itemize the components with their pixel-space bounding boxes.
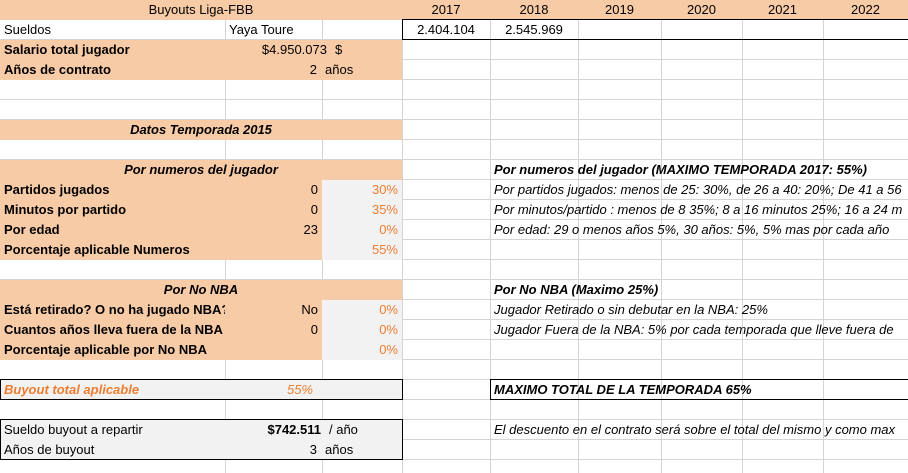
salary-years-box xyxy=(402,19,908,40)
note-no-nba-title[interactable]: Por No NBA (Maximo 25%) xyxy=(494,282,659,297)
gridline xyxy=(0,99,908,100)
player-name[interactable]: Yaya Toure xyxy=(229,22,294,37)
salario-total-label[interactable]: Salario total jugador xyxy=(0,40,225,60)
gridline xyxy=(0,299,908,300)
sueldo-buyout-unit: / año xyxy=(325,420,402,440)
year-header[interactable]: 2021 xyxy=(742,0,823,20)
gridline xyxy=(0,59,908,60)
gridline xyxy=(0,459,908,460)
buyout-total-label[interactable]: Buyout total aplicable xyxy=(0,380,225,400)
gridline xyxy=(0,399,908,400)
edad-label[interactable]: Por edad xyxy=(0,220,225,240)
gridline xyxy=(0,419,908,420)
retirado-value[interactable]: No xyxy=(225,300,322,320)
year-header[interactable]: 2020 xyxy=(661,0,742,20)
buyout-result-box xyxy=(0,419,403,460)
porcentaje-numeros-label[interactable]: Porcentaje aplicable Numeros xyxy=(0,240,322,260)
year-header[interactable]: 2019 xyxy=(578,0,661,20)
year-header[interactable]: 2017 xyxy=(402,0,490,20)
maximo-total-box xyxy=(490,379,908,400)
buyout-total-box xyxy=(0,379,403,400)
minutos-label[interactable]: Minutos por partido xyxy=(0,200,225,220)
partidos-value[interactable]: 0 xyxy=(225,180,322,200)
partidos-label[interactable]: Partidos jugados xyxy=(0,180,225,200)
anios-contrato-label[interactable]: Años de contrato xyxy=(0,60,225,80)
gridline xyxy=(823,0,824,473)
salario-total-unit: $ xyxy=(331,40,402,60)
gridline xyxy=(0,199,908,200)
gridline xyxy=(0,239,908,240)
gridline xyxy=(0,359,908,360)
anios-buyout-unit: años xyxy=(321,440,402,460)
note-no-nba-2[interactable]: Jugador Fuera de la NBA: 5% por cada tem… xyxy=(494,322,894,337)
gridline xyxy=(742,0,743,473)
note-descuento[interactable]: El descuento en el contrato será sobre e… xyxy=(494,422,896,437)
note-numeros-2[interactable]: Por minutos/partido : menos de 8 35%; 8 … xyxy=(494,202,903,217)
buyout-total-spacer xyxy=(317,380,402,400)
anios-fuera-value[interactable]: 0 xyxy=(225,320,322,340)
por-no-nba-heading[interactable]: Por No NBA xyxy=(0,280,402,300)
gridline xyxy=(0,179,908,180)
year-header[interactable]: 2018 xyxy=(490,0,578,20)
porcentaje-no-nba-pct[interactable]: 0% xyxy=(322,340,402,360)
gridline xyxy=(0,139,908,140)
gridline xyxy=(0,319,908,320)
gridline xyxy=(0,279,908,280)
sueldos-label[interactable]: Sueldos xyxy=(4,22,51,37)
datos-temporada-heading[interactable]: Datos Temporada 2015 xyxy=(0,120,402,140)
gridline xyxy=(0,119,908,120)
gridline xyxy=(0,339,908,340)
note-numeros-title[interactable]: Por numeros del jugador (MAXIMO TEMPORAD… xyxy=(494,162,867,177)
salario-total-value[interactable]: $4.950.073 xyxy=(225,40,331,60)
gridline xyxy=(0,159,908,160)
anios-fuera-label[interactable]: Cuantos años lleva fuera de la NBA xyxy=(0,320,225,340)
gridline xyxy=(490,0,491,473)
anios-buyout-label[interactable]: Años de buyout xyxy=(0,440,225,460)
note-numeros-1[interactable]: Por partidos jugados: menos de 25: 30%, … xyxy=(494,182,902,197)
edad-value[interactable]: 23 xyxy=(225,220,322,240)
gridline xyxy=(578,0,579,473)
gridline xyxy=(661,0,662,473)
salary-value[interactable]: 2.545.969 xyxy=(505,22,563,37)
retirado-pct[interactable]: 0% xyxy=(322,300,402,320)
buyout-total-value[interactable]: 55% xyxy=(225,380,317,400)
gridline xyxy=(0,259,908,260)
minutos-value[interactable]: 0 xyxy=(225,200,322,220)
note-no-nba-1[interactable]: Jugador Retirado o sin debutar en la NBA… xyxy=(494,302,768,317)
minutos-pct[interactable]: 35% xyxy=(322,200,402,220)
gridline xyxy=(0,439,908,440)
porcentaje-no-nba-label[interactable]: Porcentaje aplicable por No NBA xyxy=(0,340,322,360)
edad-pct[interactable]: 0% xyxy=(322,220,402,240)
partidos-pct[interactable]: 30% xyxy=(322,180,402,200)
salary-value[interactable]: 2.404.104 xyxy=(417,22,475,37)
year-header[interactable]: 2022 xyxy=(823,0,908,20)
retirado-label[interactable]: Está retirado? O no ha jugado NBA? xyxy=(0,300,229,320)
sheet-title[interactable]: Buyouts Liga-FBB xyxy=(0,0,402,20)
gridline xyxy=(0,219,908,220)
anios-contrato-value[interactable]: 2 xyxy=(225,60,321,80)
por-numeros-heading[interactable]: Por numeros del jugador xyxy=(0,160,402,180)
sueldo-buyout-value[interactable]: $742.511 xyxy=(225,420,325,440)
anios-buyout-value[interactable]: 3 xyxy=(225,440,321,460)
gridline xyxy=(0,379,908,380)
gridline xyxy=(402,0,403,473)
anios-fuera-pct[interactable]: 0% xyxy=(322,320,402,340)
note-maximo-total[interactable]: MAXIMO TOTAL DE LA TEMPORADA 65% xyxy=(494,382,752,397)
porcentaje-numeros-pct[interactable]: 55% xyxy=(322,240,402,260)
gridline xyxy=(0,79,908,80)
note-numeros-3[interactable]: Por edad: 29 o menos años 5%, 30 años: 5… xyxy=(494,222,890,237)
sueldo-buyout-label[interactable]: Sueldo buyout a repartir xyxy=(0,420,225,440)
anios-contrato-unit: años xyxy=(321,60,402,80)
